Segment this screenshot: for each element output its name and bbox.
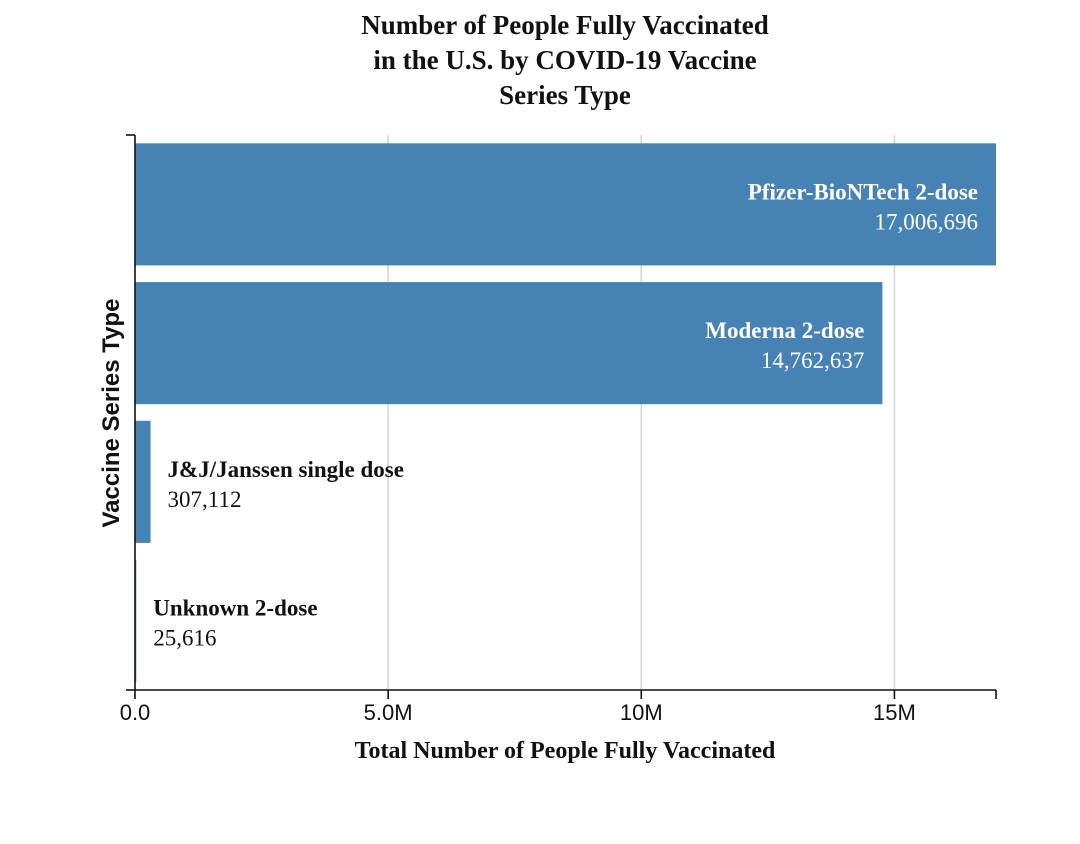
x-axis-label: Total Number of People Fully Vaccinated (355, 738, 776, 764)
y-axis-label: Vaccine Series Type (98, 298, 125, 527)
axes: 0.0 5.0M 10M 15M (120, 134, 997, 725)
bar-category-label-3: Unknown 2-dose (153, 596, 317, 621)
chart-title-line-3: Series Type (499, 80, 631, 110)
x-tick-label-2: 10M (620, 700, 663, 725)
bar-2 (135, 420, 151, 543)
bar-value-label-1: 14,762,637 (761, 348, 865, 373)
chart-title-line-2: in the U.S. by COVID-19 Vaccine (373, 45, 757, 75)
bar-category-label-1: Moderna 2-dose (705, 318, 864, 343)
x-tick-label-1: 5.0M (364, 700, 413, 725)
bar-value-label-2: 307,112 (168, 487, 242, 512)
bar-value-label-0: 17,006,696 (875, 209, 979, 234)
bar-value-label-3: 25,616 (153, 626, 216, 651)
chart-title-line-1: Number of People Fully Vaccinated (361, 10, 769, 40)
x-tick-label-3: 15M (873, 700, 916, 725)
bar-category-label-0: Pfizer-BioNTech 2-dose (748, 179, 978, 204)
bars: Pfizer-BioNTech 2-dose 17,006,696 Moderna … (135, 143, 996, 682)
bar-0 (135, 143, 996, 266)
chart-title: Number of People Fully Vaccinated in the… (265, 8, 865, 113)
x-tick-label-0: 0.0 (120, 700, 151, 725)
bar-category-label-2: J&J/Janssen single dose (168, 457, 404, 482)
bar-1 (135, 282, 883, 405)
